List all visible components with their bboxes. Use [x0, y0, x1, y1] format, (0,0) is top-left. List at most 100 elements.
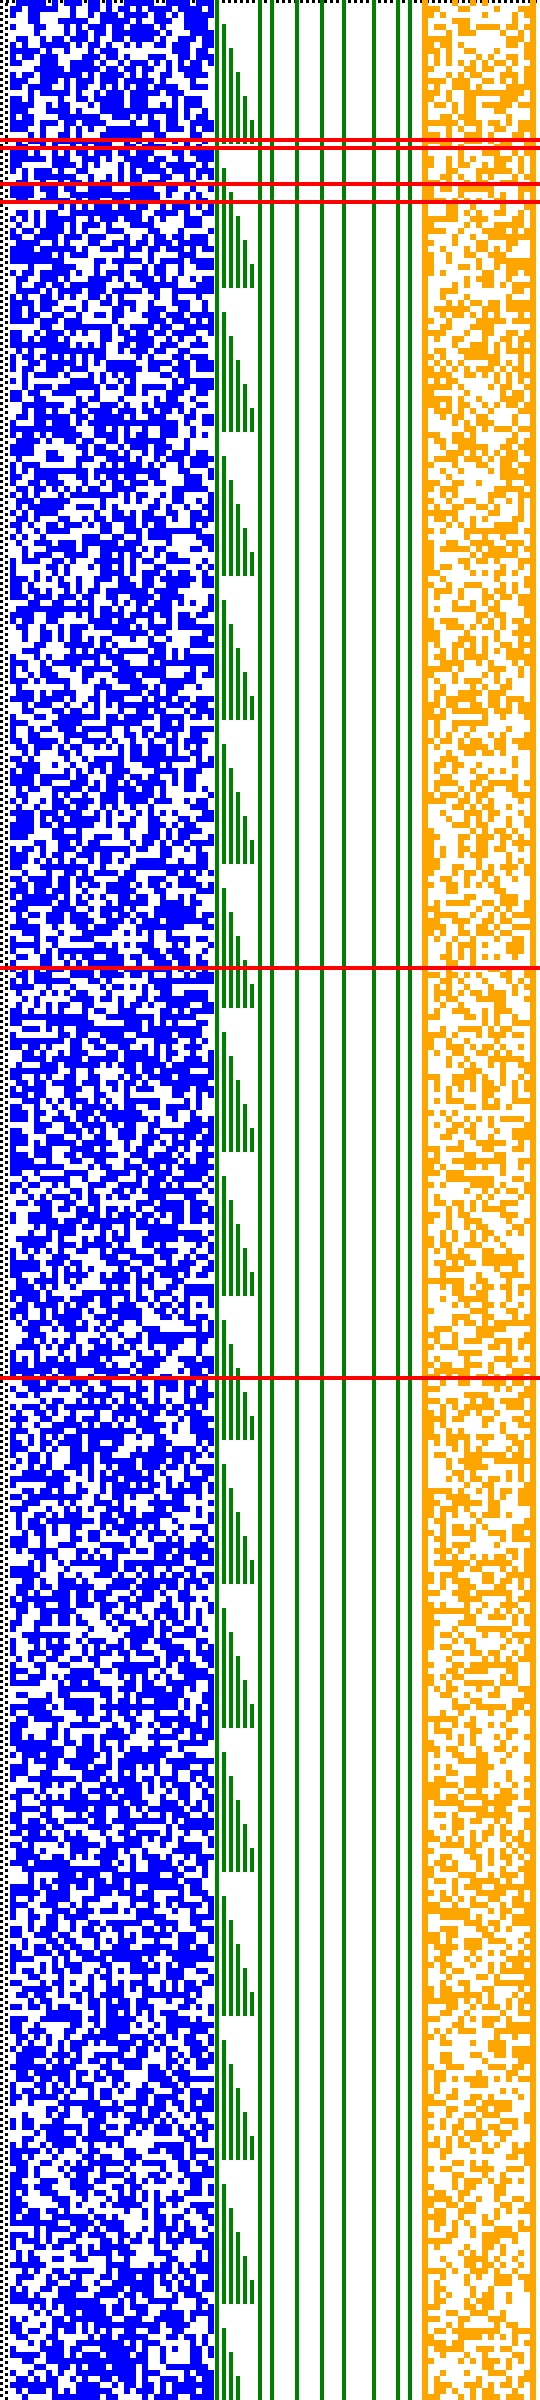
- green-stair-step: [229, 108, 233, 114]
- border-dot: [5, 507, 8, 510]
- blue-cell-run: [142, 516, 166, 522]
- border-dot: [0, 1386, 3, 1389]
- blue-cell-run: [154, 564, 166, 570]
- blue-cell-run: [130, 222, 154, 228]
- green-stair-step: [236, 852, 240, 858]
- border-dot: [0, 522, 3, 525]
- border-dot: [0, 2166, 3, 2169]
- blue-cell-run: [28, 1464, 34, 1470]
- green-stair-step: [215, 216, 219, 222]
- green-stair-step: [236, 120, 240, 126]
- blue-cell-run: [52, 1944, 64, 1950]
- green-stair-step: [215, 660, 219, 666]
- green-stair-step: [215, 612, 219, 618]
- blue-cell-run: [130, 510, 136, 516]
- blue-cell-run: [202, 1872, 208, 1878]
- blue-cell-run: [40, 636, 52, 642]
- blue-cell-run: [22, 702, 28, 708]
- blue-cell-run: [154, 2394, 178, 2400]
- blue-cell-run: [166, 1488, 202, 1494]
- border-dot: [5, 639, 8, 642]
- blue-cell-run: [148, 252, 154, 258]
- green-stair-step: [222, 912, 226, 918]
- border-dot: [234, 0, 237, 3]
- border-dot: [5, 141, 8, 144]
- blue-cell-run: [148, 828, 160, 834]
- blue-cell-run: [52, 2256, 64, 2262]
- blue-cell-run: [28, 582, 34, 588]
- border-dot: [5, 1491, 8, 1494]
- blue-cell-run: [22, 1326, 40, 1332]
- blue-cell-run: [130, 1986, 136, 1992]
- green-stair-step: [229, 846, 233, 852]
- blue-cell-run: [94, 2010, 100, 2016]
- blue-cell-run: [106, 2040, 136, 2046]
- border-dot: [0, 1542, 3, 1545]
- blue-cell-run: [124, 2010, 130, 2016]
- border-dot: [0, 2208, 3, 2211]
- blue-cell-run: [70, 282, 106, 288]
- blue-cell-run: [100, 480, 106, 486]
- blue-cell-run: [10, 2202, 28, 2208]
- blue-cell-run: [142, 1776, 154, 1782]
- blue-cell-run: [106, 2328, 112, 2334]
- blue-cell-run: [148, 1482, 160, 1488]
- green-stair-step: [215, 972, 219, 978]
- border-dot: [0, 1272, 3, 1275]
- border-dot: [0, 2070, 3, 2073]
- green-stair-step: [222, 948, 226, 954]
- blue-cell-run: [22, 2112, 28, 2118]
- blue-cell-run: [202, 810, 214, 816]
- blue-cell-run: [10, 462, 16, 468]
- blue-cell-run: [64, 1122, 76, 1128]
- green-stair-step: [243, 132, 247, 138]
- border-dot: [5, 1215, 8, 1218]
- border-dot: [5, 993, 8, 996]
- border-dot: [0, 1782, 3, 1785]
- blue-cell-run: [190, 1572, 196, 1578]
- border-dot: [0, 6, 3, 9]
- blue-cell-run: [118, 822, 136, 828]
- blue-cell-run: [70, 918, 94, 924]
- blue-cell-run: [142, 672, 166, 678]
- blue-cell-run: [184, 1098, 190, 1104]
- blue-cell-run: [40, 1272, 46, 1278]
- green-stair-step: [236, 216, 240, 222]
- blue-cell-run: [10, 396, 22, 402]
- blue-cell-run: [100, 108, 178, 114]
- blue-cell-run: [16, 912, 22, 918]
- blue-cell-run: [208, 2232, 214, 2238]
- blue-cell-run: [100, 792, 118, 798]
- blue-cell-run: [64, 1818, 88, 1824]
- blue-cell-run: [94, 1878, 106, 1884]
- border-dot: [5, 1173, 8, 1176]
- border-dot: [5, 1185, 8, 1188]
- green-stair-step: [222, 216, 226, 222]
- blue-cell-run: [124, 2388, 130, 2394]
- blue-cell-run: [172, 1530, 178, 1536]
- blue-cell-run: [64, 1464, 82, 1470]
- blue-cell-run: [28, 1974, 40, 1980]
- blue-cell-run: [178, 1314, 190, 1320]
- blue-cell-run: [124, 1416, 130, 1422]
- border-dot: [0, 2244, 3, 2247]
- blue-cell-run: [124, 528, 142, 534]
- border-dot: [0, 1170, 3, 1173]
- blue-cell-run: [34, 570, 40, 576]
- blue-cell-run: [190, 1920, 202, 1926]
- blue-cell-run: [196, 1650, 214, 1656]
- blue-cell-run: [22, 2268, 28, 2274]
- blue-cell-run: [112, 2214, 118, 2220]
- blue-cell-run: [64, 738, 70, 744]
- green-stair-step: [215, 1044, 219, 1050]
- blue-cell-run: [22, 42, 28, 48]
- green-stair-step: [250, 852, 254, 858]
- green-stair-step: [229, 1140, 233, 1146]
- border-dot: [5, 909, 8, 912]
- blue-cell-run: [76, 2244, 82, 2250]
- blue-cell-run: [106, 228, 124, 234]
- blue-cell-run: [154, 2220, 166, 2226]
- blue-cell-run: [208, 1578, 214, 1584]
- blue-cell-run: [16, 1614, 22, 1620]
- border-dot: [5, 1587, 8, 1590]
